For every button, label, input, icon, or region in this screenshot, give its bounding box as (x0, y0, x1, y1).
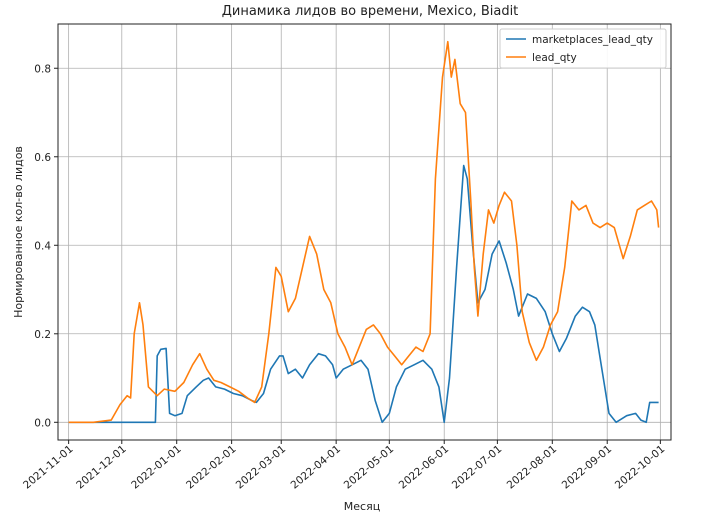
legend-box (499, 28, 667, 69)
x-tick-label: 2021-12-01 (74, 443, 128, 491)
x-tick-label: 2022-05-01 (342, 443, 396, 491)
series-layer (68, 40, 660, 424)
y-axis: 0.0 0.2 0.4 0.6 0.8 (34, 63, 58, 429)
grid (58, 24, 671, 440)
y-axis-label: Нормированное кол-во лидов (12, 146, 25, 318)
y-tick-label: 0.2 (34, 329, 51, 341)
plot-frame (57, 23, 672, 441)
x-tick-label: 2022-10-01 (613, 443, 667, 491)
x-tick-label: 2022-08-01 (505, 443, 559, 491)
x-tick-label: 2022-01-01 (129, 443, 183, 491)
x-tick-label: 2021-11-01 (21, 443, 75, 491)
legend: marketplaces_lead_qty lead_qty (499, 28, 667, 69)
legend-label-marketplaces: marketplaces_lead_qty (532, 34, 653, 46)
series-line-0 (68, 164, 659, 424)
chart-title: Динамика лидов во времени, Mexico, Biadi… (222, 4, 519, 19)
x-tick-label: 2022-07-01 (450, 443, 504, 491)
y-tick-label: 0.6 (34, 152, 51, 164)
series-line-1 (68, 40, 660, 424)
y-tick-label: 0.4 (34, 240, 51, 252)
x-tick-label: 2022-09-01 (560, 443, 614, 491)
x-tick-label: 2022-04-01 (289, 443, 343, 491)
legend-label-lead-qty: lead_qty (532, 52, 577, 64)
x-tick-label: 2022-02-01 (184, 443, 238, 491)
x-tick-label: 2022-03-01 (234, 443, 288, 491)
y-tick-label: 0.8 (34, 63, 51, 75)
y-tick-label: 0.0 (34, 417, 51, 429)
x-tick-label: 2022-06-01 (397, 443, 451, 491)
x-axis-label: Месяц (344, 500, 380, 513)
